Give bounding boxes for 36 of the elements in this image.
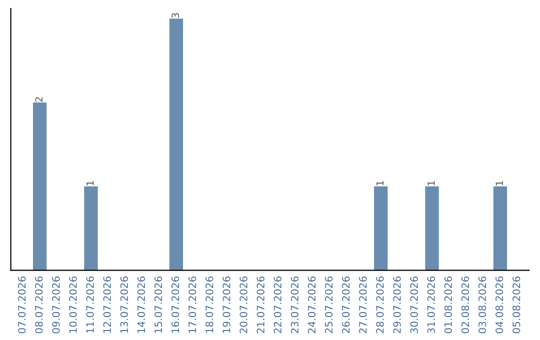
x-tick-label: 22.07.2026 [274,276,282,334]
data-label: 3 [172,13,180,18]
x-tick-label: 24.07.2026 [308,276,316,334]
x-tick-label: 15.07.2026 [154,276,162,333]
x-tick-label: 27.07.2026 [359,276,367,334]
x-tick-label: 21.07.2026 [256,276,264,334]
x-tick-label: 18.07.2026 [206,276,214,333]
x-tick-label: 13.07.2026 [120,276,128,333]
x-tick-label: 17.07.2026 [188,276,196,333]
x-tick-label: 20.07.2026 [240,276,248,334]
data-label: 1 [496,181,503,186]
x-tick-label: 03.08.2026 [478,276,486,334]
x-tick-label: 04.08.2026 [495,276,504,334]
x-tick-label: 01.08.2026 [444,276,452,334]
x-tick-label: 11.07.2026 [86,276,94,333]
x-tick-label: 16.07.2026 [171,276,180,333]
data-label: 1 [86,181,94,186]
x-tick-label: 28.07.2026 [376,276,384,334]
x-tick-label: 07.07.2026 [18,276,26,334]
x-tick-label: 19.07.2026 [222,276,230,333]
x-tick-label: 29.07.2026 [393,276,401,334]
x-tick-label: 23.07.2026 [290,276,299,334]
x-tick-label: 09.07.2026 [52,276,60,334]
data-label: 1 [376,181,384,186]
x-tick-label: 31.07.2026 [427,276,435,334]
x-tick-label: 08.07.2026 [35,276,43,334]
x-tick-label: 02.08.2026 [461,276,470,334]
x-tick-label: 10.07.2026 [69,276,77,333]
x-tick-label: 12.07.2026 [103,276,111,333]
data-label: 2 [35,97,42,102]
data-label: 1 [428,181,435,186]
x-tick-label: 26.07.2026 [342,276,350,334]
x-tick-label: 30.07.2026 [410,276,418,334]
x-tick-label: 25.07.2026 [324,276,333,334]
x-tick-label: 14.07.2026 [137,276,146,333]
x-tick-label: 05.08.2026 [512,276,520,334]
